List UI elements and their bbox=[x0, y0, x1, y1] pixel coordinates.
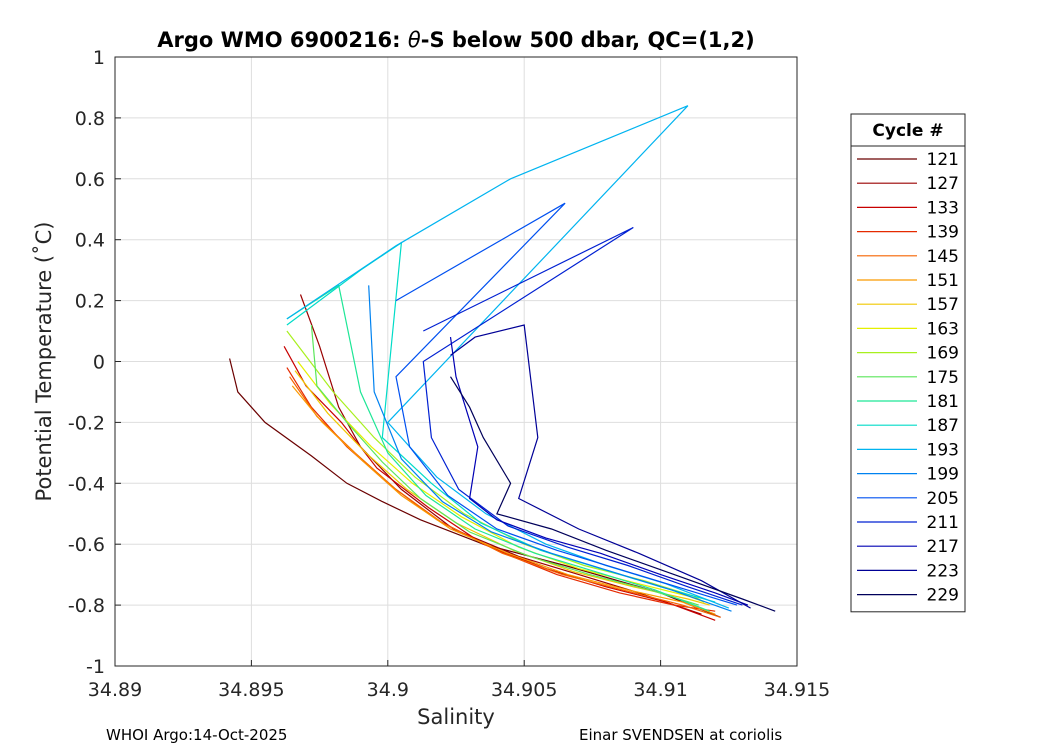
legend-label: 139 bbox=[927, 223, 959, 243]
legend-label: 169 bbox=[927, 344, 959, 364]
title-theta: θ bbox=[408, 28, 421, 52]
legend-label: 133 bbox=[927, 198, 959, 218]
series-line-cycle-205 bbox=[395, 202, 738, 606]
legend-entry: 127 bbox=[857, 174, 959, 194]
legend-label: 157 bbox=[927, 295, 959, 315]
legend-entry: 169 bbox=[857, 344, 959, 364]
legend-entry: 133 bbox=[857, 198, 959, 218]
legend-label: 193 bbox=[927, 440, 959, 460]
series-line-cycle-127 bbox=[299, 294, 702, 615]
x-tick-label: 34.895 bbox=[218, 679, 284, 701]
legend-label: 163 bbox=[927, 319, 959, 339]
series-line-cycle-181 bbox=[286, 284, 710, 612]
series-line-cycle-211 bbox=[422, 226, 743, 606]
legend-title: Cycle # bbox=[872, 121, 943, 141]
y-tick-label: -0.6 bbox=[68, 534, 105, 556]
legend-label: 223 bbox=[927, 561, 959, 581]
legend-entry: 229 bbox=[857, 586, 959, 606]
y-tick-label: -0.2 bbox=[68, 412, 105, 434]
y-tick-label: 0.8 bbox=[75, 108, 105, 130]
legend-entry: 187 bbox=[857, 416, 959, 436]
legend-entry: 151 bbox=[857, 271, 959, 291]
legend-label: 175 bbox=[927, 368, 959, 388]
title-prefix: Argo WMO 6900216: bbox=[157, 28, 408, 52]
legend-entry: 193 bbox=[857, 440, 959, 460]
y-tick-label: 0 bbox=[93, 352, 105, 374]
legend-label: 199 bbox=[927, 465, 959, 485]
legend-entry: 121 bbox=[857, 150, 959, 170]
legend-entry: 211 bbox=[857, 513, 959, 533]
series-line-cycle-121 bbox=[229, 358, 721, 618]
legend-entry: 199 bbox=[857, 465, 959, 485]
series-line-cycle-199 bbox=[368, 285, 732, 612]
x-axis-label: Salinity bbox=[417, 705, 495, 729]
legend-entry: 163 bbox=[857, 319, 959, 339]
series-line-cycle-217 bbox=[449, 337, 749, 606]
legend-entry: 205 bbox=[857, 489, 959, 509]
legend-entry: 145 bbox=[857, 247, 959, 267]
x-tick-label: 34.905 bbox=[491, 679, 557, 701]
legend-label: 121 bbox=[927, 150, 959, 170]
legend-entry: 175 bbox=[857, 368, 959, 388]
footer-credit-right: Einar SVENDSEN at coriolis bbox=[579, 726, 783, 744]
footer-credit-left: WHOI Argo:14-Oct-2025 bbox=[106, 726, 288, 744]
y-tick-label: 0.4 bbox=[75, 230, 105, 252]
series-line-cycle-151 bbox=[291, 385, 716, 615]
y-tick-label: -0.4 bbox=[68, 473, 105, 495]
legend-entries: 121 127 133 139 145 151 157 163 169 175 181 187 193 1… bbox=[857, 150, 959, 606]
title-suffix: -S below 500 dbar, QC=(1,2) bbox=[421, 28, 755, 52]
y-tick-label: -1 bbox=[86, 656, 105, 678]
legend-label: 217 bbox=[927, 537, 959, 557]
legend-label: 187 bbox=[927, 416, 959, 436]
y-axis-label: Potential Temperature (˚C) bbox=[32, 222, 56, 502]
y-tick-label: 0.2 bbox=[75, 291, 105, 313]
y-tick-label: 0.6 bbox=[75, 169, 105, 191]
series-line-cycle-175 bbox=[310, 324, 699, 606]
chart-title: Argo WMO 6900216: θ-S below 500 dbar, QC… bbox=[157, 28, 754, 52]
x-tick-label: 34.91 bbox=[633, 679, 687, 701]
legend-label: 181 bbox=[927, 392, 959, 412]
y-tick-label: -0.8 bbox=[68, 595, 105, 617]
series-line-cycle-133 bbox=[283, 346, 716, 621]
y-tick-label: 1 bbox=[93, 47, 105, 69]
series-lines bbox=[229, 105, 776, 621]
x-tick-label: 34.89 bbox=[88, 679, 142, 701]
legend-label: 145 bbox=[927, 247, 959, 267]
legend-label: 151 bbox=[927, 271, 959, 291]
legend-entry: 223 bbox=[857, 561, 959, 581]
series-line-cycle-223 bbox=[450, 324, 751, 609]
series-line-cycle-229 bbox=[449, 376, 776, 612]
legend-box bbox=[850, 113, 966, 613]
legend-label: 127 bbox=[927, 174, 959, 194]
legend-label: 211 bbox=[927, 513, 959, 533]
axis-ticks: 34.89 34.895 34.9 34.905 34.91 34.915 -1 -0.8 -0… bbox=[68, 47, 830, 701]
legend-entry: 157 bbox=[857, 295, 959, 315]
legend: Cycle # 121 127 133 139 145 151 157 163 169 175 18… bbox=[850, 113, 966, 613]
legend-entry: 217 bbox=[857, 537, 959, 557]
legend-entry: 181 bbox=[857, 392, 959, 412]
series-line-cycle-163 bbox=[297, 361, 705, 603]
legend-entry: 139 bbox=[857, 223, 959, 243]
x-tick-label: 34.915 bbox=[764, 679, 830, 701]
legend-label: 205 bbox=[927, 489, 959, 509]
x-tick-label: 34.9 bbox=[367, 679, 409, 701]
legend-label: 229 bbox=[927, 586, 959, 606]
